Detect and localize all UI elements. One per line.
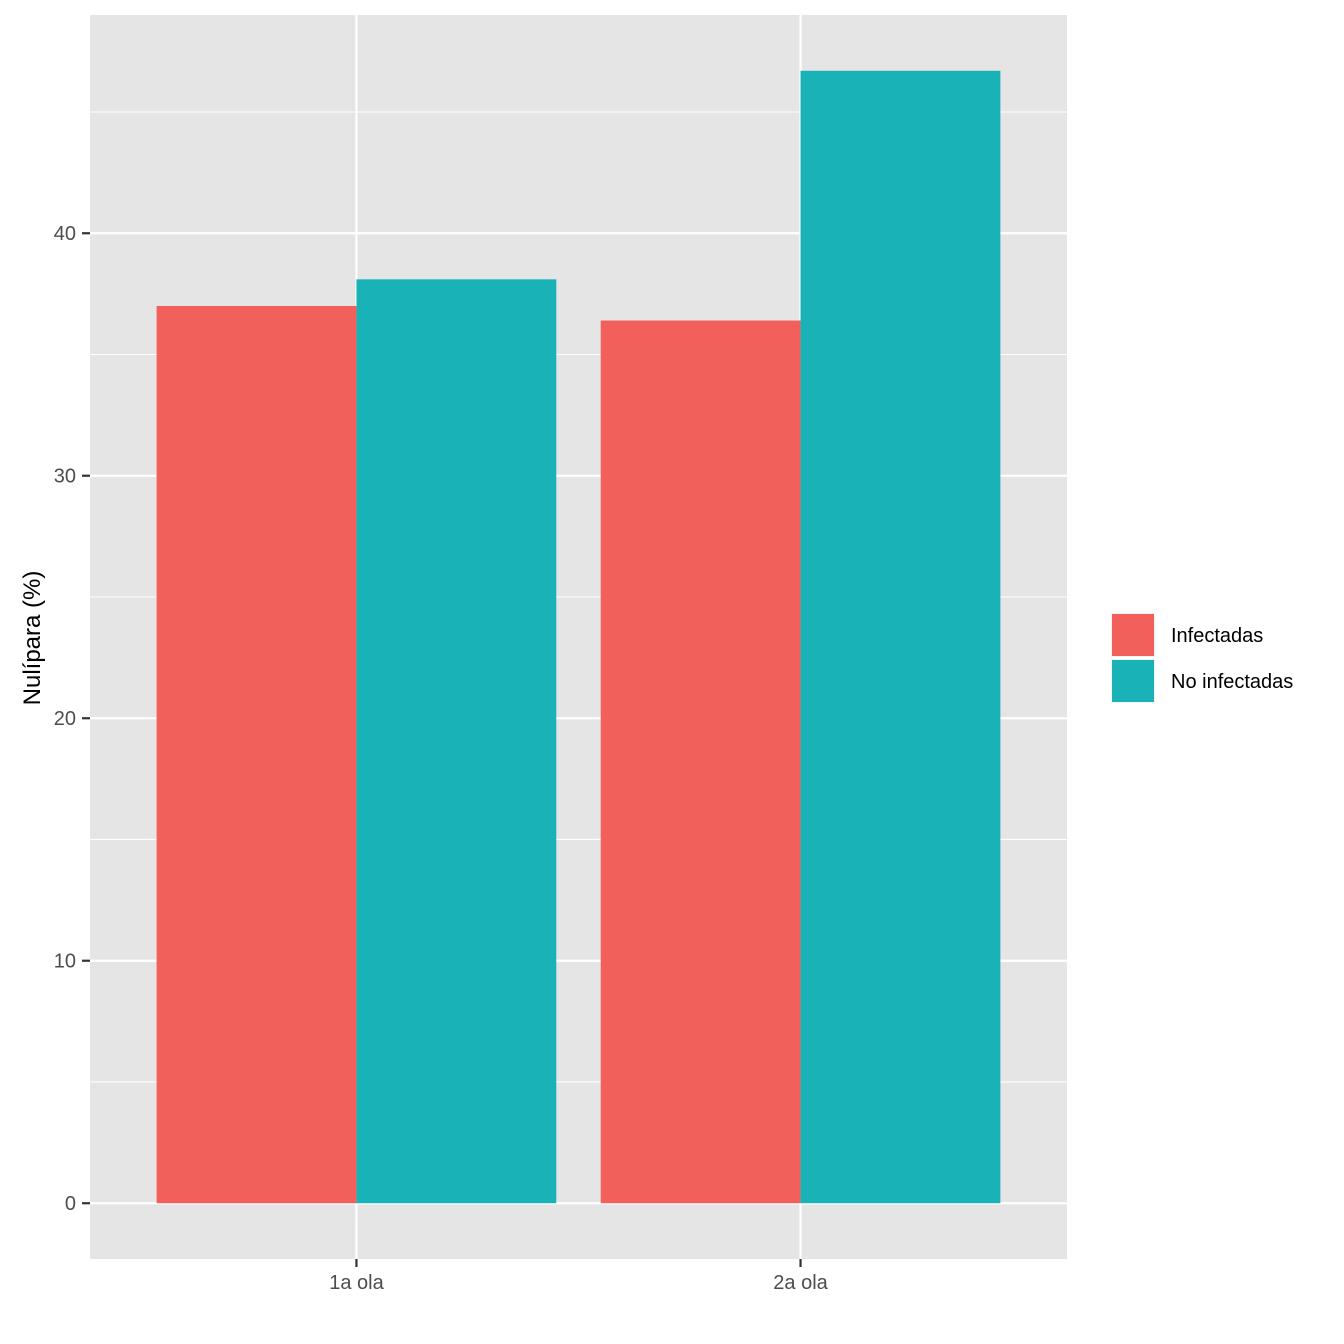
legend-label-no-infectadas: No infectadas — [1171, 671, 1293, 693]
y-tick-label: 10 — [54, 951, 76, 973]
bar-infectadas-1 — [156, 305, 357, 1204]
x-tick-label: 2a ola — [773, 1272, 828, 1294]
y-tick-label: 20 — [54, 708, 76, 730]
x-axis: 1a ola 2a ola — [329, 1259, 829, 1294]
legend-swatch-infectadas — [1112, 614, 1154, 656]
bar-infectadas-2 — [600, 320, 801, 1204]
y-tick-label: 0 — [65, 1193, 76, 1215]
y-axis-title: Nulípara (%) — [19, 571, 46, 706]
y-tick-label: 30 — [54, 466, 76, 488]
x-tick-label: 1a ola — [329, 1272, 384, 1294]
bars-group — [156, 70, 1001, 1204]
legend-swatch-no-infectadas — [1112, 660, 1154, 702]
y-axis: 0 10 20 30 40 — [54, 223, 90, 1215]
y-tick-label: 40 — [54, 223, 76, 245]
legend-label-infectadas: Infectadas — [1171, 625, 1263, 647]
legend: Infectadas No infectadas — [1111, 613, 1293, 703]
bar-no-infectadas-2 — [800, 70, 1001, 1204]
bar-no-infectadas-1 — [356, 279, 557, 1204]
